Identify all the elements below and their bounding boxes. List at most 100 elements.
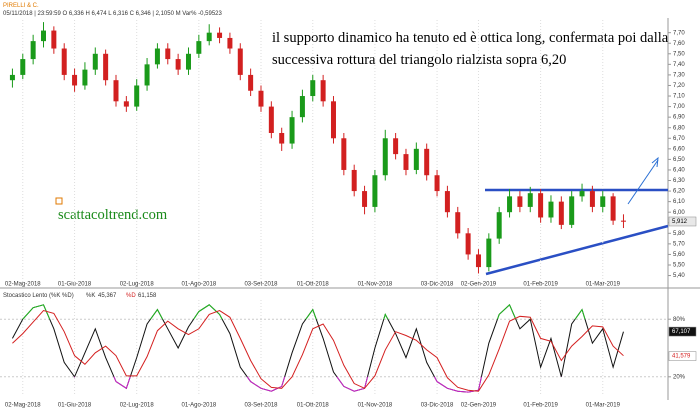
annotation: il supporto dinamico ha tenuto ed è otti… <box>272 30 669 46</box>
candle-body <box>248 74 254 91</box>
candle-body <box>103 53 109 81</box>
candle-body <box>217 32 223 38</box>
candle-body <box>362 191 368 207</box>
candle-body <box>144 64 150 86</box>
x-tick-label: 02-Lug-2018 <box>120 403 155 409</box>
candle-body <box>279 132 285 144</box>
candle-body <box>330 101 336 139</box>
last-value-label: 5,912 <box>672 219 688 225</box>
legend-k: %K <box>86 293 95 299</box>
candle-body <box>175 59 181 70</box>
candle-body <box>206 32 212 42</box>
candle-body <box>610 196 616 221</box>
candle-body <box>475 254 481 268</box>
ohlc-info: 05/11/2018 | 23:59:59 O 6,336 H 6,474 L … <box>3 11 222 17</box>
candle-body <box>569 196 575 225</box>
candle-body <box>258 90 264 107</box>
y-tick-label: 6,30 <box>673 178 685 184</box>
candle-body <box>320 80 326 102</box>
x-tick-label: 02-Gen-2019 <box>461 403 497 409</box>
y-tick-label: 7,40 <box>673 62 685 68</box>
x-tick-label: 01-Feb-2019 <box>523 403 558 409</box>
y-tick-label: 7,20 <box>673 83 685 89</box>
x-tick-label: 02-Lug-2018 <box>120 282 155 288</box>
candle-body <box>538 193 544 218</box>
candle-body <box>620 220 626 222</box>
y-tick-label: 6,20 <box>673 189 685 195</box>
candle-body <box>227 37 233 49</box>
x-tick-label: 01-Ott-2018 <box>297 282 330 288</box>
candle-body <box>268 106 274 133</box>
y-tick-label: 5,50 <box>673 263 685 269</box>
candle-body <box>299 96 305 118</box>
candle-body <box>424 148 430 176</box>
candle-body <box>123 101 129 107</box>
y-tick-label: 20% <box>673 374 686 380</box>
x-tick-label: 03-Set-2018 <box>244 403 278 409</box>
x-tick-label: 02-Gen-2019 <box>461 282 497 288</box>
x-tick-label: 03-Dic-2018 <box>421 282 454 288</box>
candle-body <box>413 148 419 170</box>
last-value-box <box>668 326 697 337</box>
candle-body <box>134 85 140 107</box>
x-tick-label: 02-Mag-2018 <box>5 403 41 409</box>
candle-body <box>403 154 409 170</box>
x-tick-label: 03-Dic-2018 <box>421 403 454 409</box>
candle-body <box>527 193 533 207</box>
stoch-title: Stocastico Lento (%K %D) <box>3 293 74 299</box>
y-tick-label: 6,00 <box>673 210 685 216</box>
x-tick-label: 01-Ago-2018 <box>181 282 216 288</box>
candle-body <box>40 30 46 42</box>
candle-body <box>600 196 606 207</box>
y-tick-label: 7,00 <box>673 104 685 110</box>
x-tick-label: 01-Giu-2018 <box>58 403 92 409</box>
candle-body <box>455 212 461 234</box>
candle-body <box>92 53 98 70</box>
last-value-label: 67,107 <box>672 329 691 335</box>
last-value-box <box>668 216 697 227</box>
watermark-icon <box>55 197 63 205</box>
legend-k-value: 45,367 <box>98 293 117 299</box>
y-tick-label: 6,40 <box>673 168 685 174</box>
x-tick-label: 02-Mag-2018 <box>5 282 41 288</box>
y-tick-label: 6,70 <box>673 136 685 142</box>
candle-body <box>465 233 471 255</box>
candle-body <box>82 69 88 86</box>
candle-body <box>382 138 388 176</box>
x-tick-label: 01-Mar-2019 <box>586 282 621 288</box>
candle-body <box>196 41 202 54</box>
candle-body <box>9 74 15 81</box>
oversold-line <box>73 376 562 393</box>
candle-body <box>165 48 171 60</box>
y-tick-label: 80% <box>673 317 686 323</box>
stoch-header: Stocastico Lento (%K %D) %K 45,367 %D 61… <box>3 293 157 299</box>
y-tick-label: 6,50 <box>673 157 685 163</box>
y-tick-label: 7,10 <box>673 94 685 100</box>
candle-body <box>30 41 36 60</box>
candle-body <box>486 238 492 268</box>
y-tick-label: 6,10 <box>673 199 685 205</box>
candle-body <box>237 48 243 75</box>
y-tick-label: 5,70 <box>673 241 685 247</box>
x-tick-label: 01-Mar-2019 <box>586 403 621 409</box>
candle-body <box>351 169 357 192</box>
y-tick-label: 5,60 <box>673 252 685 258</box>
candle-body <box>341 138 347 170</box>
arrow <box>627 159 659 205</box>
candle-body <box>393 138 399 155</box>
candle-body <box>496 212 502 239</box>
y-tick-label: 5,40 <box>673 273 685 279</box>
y-tick-label: 6,60 <box>673 146 685 152</box>
y-tick-label: 6,90 <box>673 115 685 121</box>
candle-body <box>434 175 440 192</box>
candle-body <box>579 191 585 197</box>
watermark: scattacoltrend.com <box>58 207 168 223</box>
x-tick-label: 01-Nov-2018 <box>358 403 393 409</box>
support-line <box>485 224 669 276</box>
candle-body <box>558 201 564 225</box>
legend-d-value: 61,158 <box>138 293 157 299</box>
y-tick-label: 5,80 <box>673 231 685 237</box>
candle-body <box>154 48 160 65</box>
x-tick-label: 01-Nov-2018 <box>358 282 393 288</box>
